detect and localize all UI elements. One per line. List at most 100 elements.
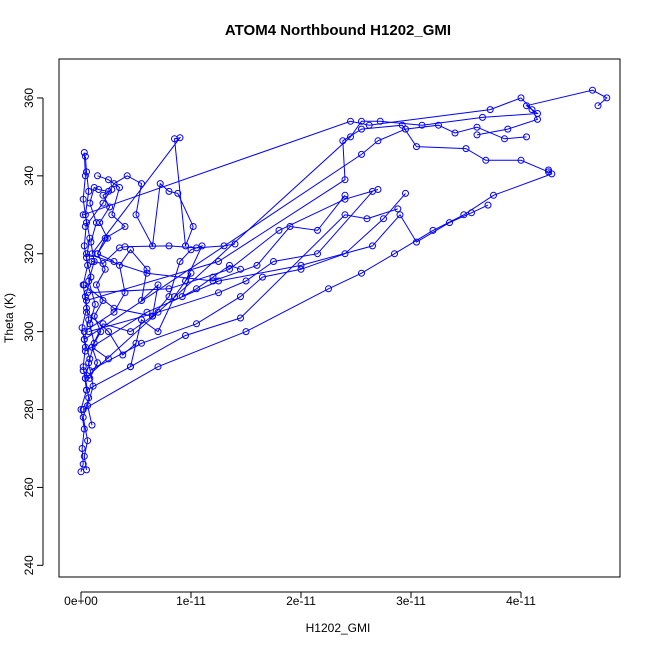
data-point [86, 320, 94, 328]
series-1 [79, 152, 95, 474]
data-point [87, 238, 95, 246]
data-point [154, 308, 162, 316]
data-point [193, 320, 200, 328]
data-point [358, 150, 365, 158]
data-point [121, 223, 129, 230]
data-point [178, 293, 186, 301]
data-point [90, 184, 98, 191]
data-point [132, 211, 140, 219]
series-line [83, 97, 539, 216]
data-point [105, 176, 112, 184]
data-point [174, 189, 182, 197]
data-point [259, 273, 266, 281]
data-point [363, 215, 371, 223]
data-point [341, 176, 349, 184]
data-point [79, 367, 87, 375]
series-line [82, 169, 553, 410]
data-point [165, 187, 173, 195]
y-tick-label: 360 [22, 88, 36, 108]
data-point [341, 191, 349, 199]
data-point [80, 328, 88, 336]
data-point [446, 219, 453, 227]
series-line [83, 284, 154, 360]
x-tick-label: 0e+00 [64, 594, 98, 608]
data-point [83, 386, 90, 394]
data-point [90, 258, 98, 265]
data-point [80, 149, 88, 156]
data-point [83, 466, 90, 474]
data-point [165, 285, 173, 293]
data-point [226, 265, 233, 273]
series-9 [84, 186, 382, 297]
data-point [369, 187, 376, 195]
data-point [99, 260, 107, 267]
series-line [91, 243, 236, 265]
data-point [314, 226, 321, 234]
series-18 [79, 94, 541, 219]
data-point [94, 250, 101, 258]
series-line [82, 156, 92, 470]
data-point [86, 199, 94, 207]
data-point [80, 242, 88, 250]
data-point [396, 211, 404, 219]
y-tick-label: 300 [22, 321, 36, 341]
data-point [418, 121, 426, 129]
data-point [490, 191, 497, 199]
data-series-group [77, 86, 611, 476]
data-point [189, 223, 197, 230]
data-point [237, 293, 244, 301]
data-point [297, 261, 305, 269]
data-point [460, 211, 468, 219]
data-point [193, 244, 200, 252]
series-line [88, 191, 373, 333]
data-point [79, 413, 87, 421]
data-point [517, 94, 525, 102]
data-point [534, 115, 541, 123]
series-5 [83, 261, 244, 371]
data-point [99, 191, 107, 199]
data-point [81, 293, 89, 301]
data-point [154, 328, 162, 336]
y-tick-label: 240 [22, 555, 36, 575]
data-point [325, 285, 332, 293]
data-point [486, 106, 494, 114]
data-point [402, 125, 409, 133]
x-axis-label: H1202_GMI [306, 621, 371, 635]
data-point [187, 269, 195, 277]
series-11 [86, 189, 409, 375]
data-point [85, 316, 93, 324]
data-point [83, 254, 90, 262]
x-axis: 0e+00 1e-11 2e-11 3e-11 4e-11 [64, 591, 536, 608]
data-point [275, 226, 283, 234]
data-point [99, 199, 107, 207]
data-point [413, 143, 420, 151]
data-point [86, 355, 94, 363]
series-8 [83, 191, 349, 285]
data-point [402, 189, 409, 197]
data-point [479, 113, 486, 121]
data-point [376, 117, 384, 125]
data-point [99, 320, 107, 328]
data-point [594, 102, 602, 110]
data-point [231, 240, 239, 248]
data-point [341, 211, 349, 219]
series-13 [81, 201, 492, 355]
series-line [86, 208, 398, 391]
data-point [78, 445, 86, 452]
data-point [589, 86, 596, 94]
data-point [429, 226, 437, 234]
y-axis-label: Theta (K) [2, 293, 16, 343]
data-point [83, 250, 90, 258]
series-line [84, 124, 527, 340]
x-tick-label: 3e-11 [396, 594, 426, 608]
data-point [242, 328, 250, 336]
data-point [81, 347, 89, 355]
data-point [85, 277, 93, 285]
x-tick-label: 2e-11 [286, 594, 316, 608]
data-point [108, 211, 116, 219]
data-point [138, 339, 145, 347]
data-point [347, 133, 354, 141]
series-10 [85, 187, 376, 336]
data-point [242, 277, 250, 285]
